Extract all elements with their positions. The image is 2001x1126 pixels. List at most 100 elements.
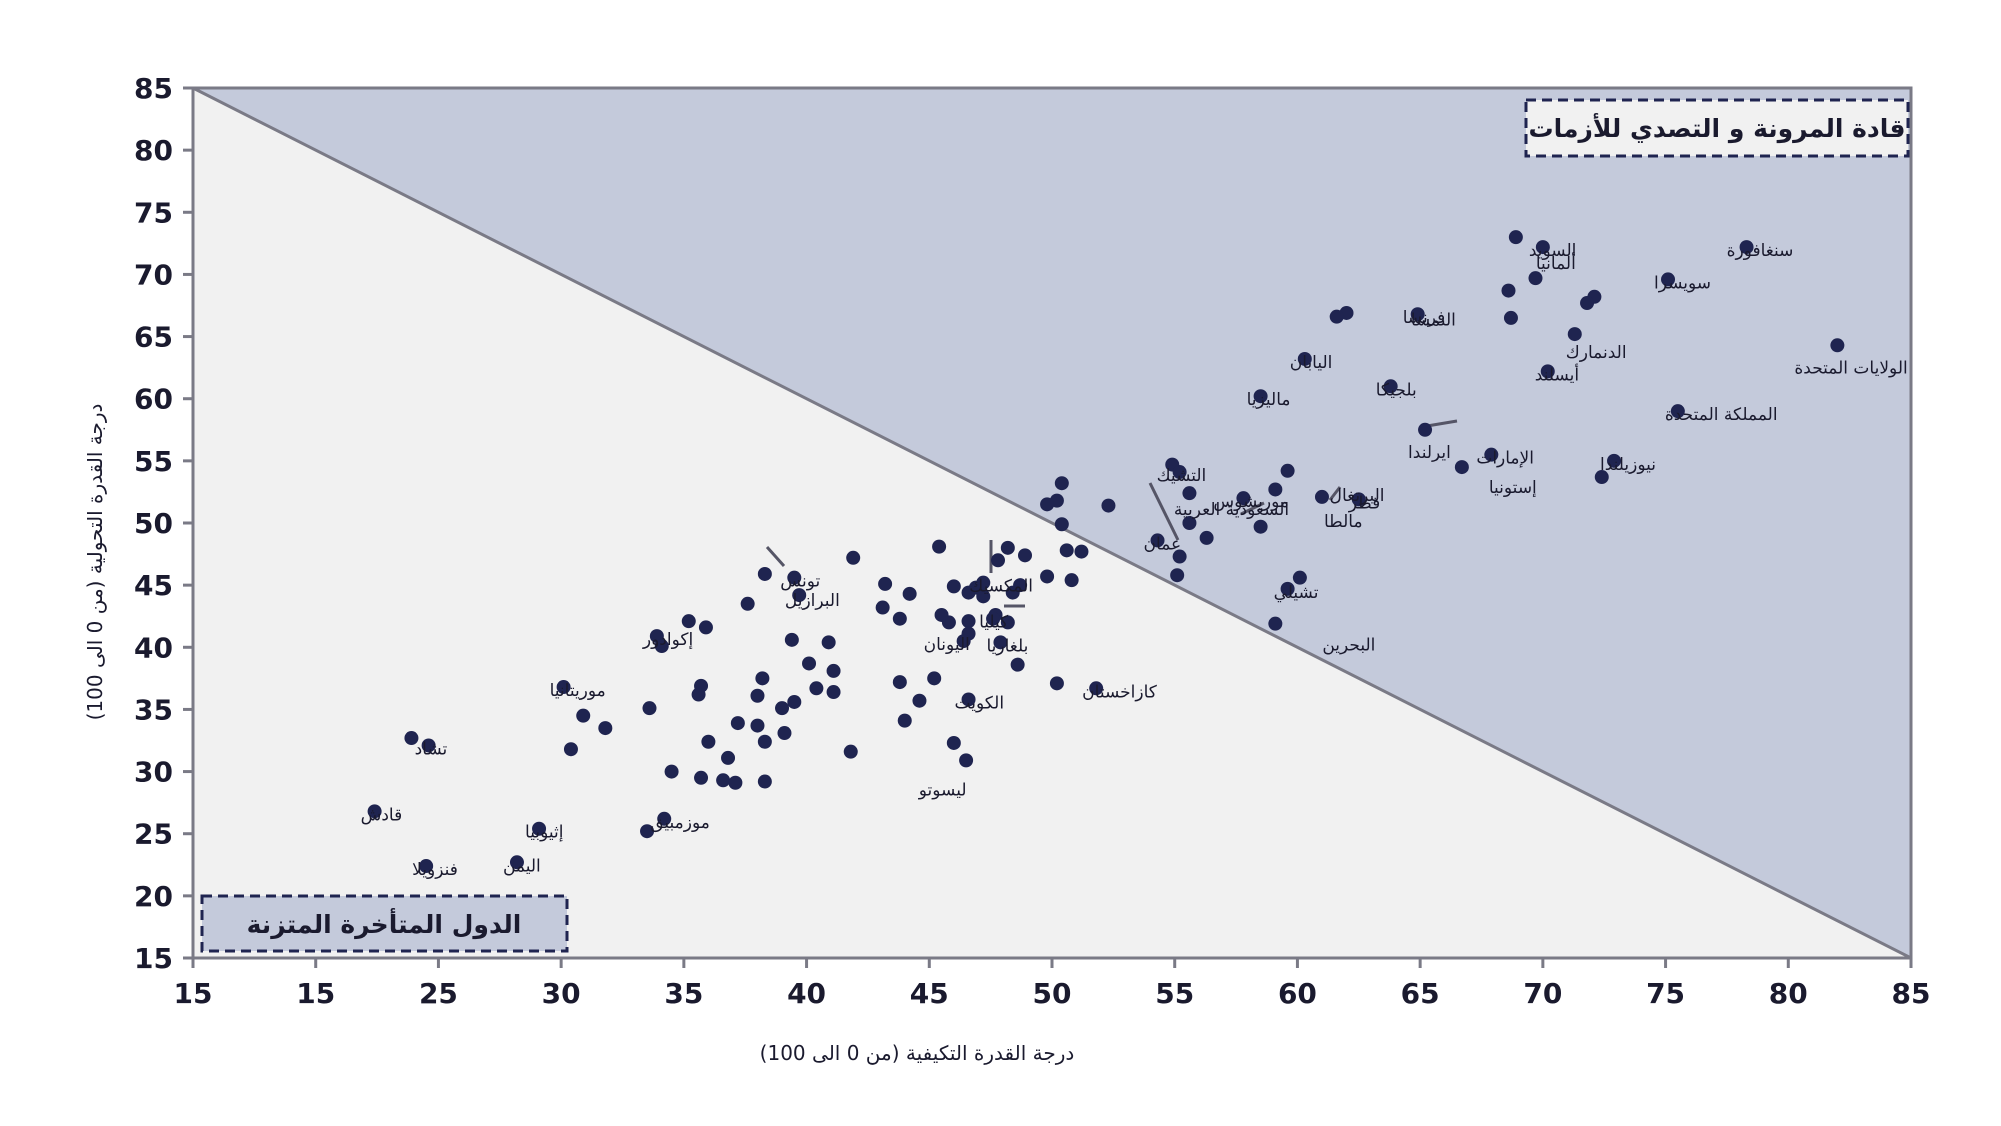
data-point bbox=[757, 734, 772, 749]
leader-line bbox=[765, 545, 786, 568]
data-point bbox=[1661, 272, 1676, 287]
data-point bbox=[897, 713, 912, 728]
x-tick-label: 70 bbox=[1523, 977, 1562, 1010]
data-point bbox=[784, 632, 799, 647]
data-point bbox=[1528, 271, 1543, 286]
data-point bbox=[1292, 570, 1307, 585]
x-tick-label: 55 bbox=[1155, 977, 1194, 1010]
data-point bbox=[1049, 676, 1064, 691]
point-label: الدنمارك bbox=[1566, 343, 1627, 363]
data-point bbox=[802, 656, 817, 671]
x-tick-label: 30 bbox=[542, 977, 581, 1010]
point-label: السعودية العربية bbox=[1174, 500, 1289, 520]
point-label: قطر bbox=[1348, 493, 1380, 513]
data-point bbox=[750, 718, 765, 733]
data-point bbox=[1501, 283, 1516, 298]
data-point bbox=[1280, 463, 1295, 478]
data-point bbox=[775, 701, 790, 716]
x-axis-ticks: 15 15 25 30 35 40 45 50 55 60 65 70 75 80 85 bbox=[174, 958, 1930, 1010]
data-point bbox=[1830, 338, 1845, 353]
data-point bbox=[927, 671, 942, 686]
data-point bbox=[1540, 364, 1555, 379]
data-point bbox=[691, 687, 706, 702]
y-tick-label: 70 bbox=[134, 258, 173, 291]
y-tick-label: 20 bbox=[134, 880, 173, 913]
point-label: ايرلندا bbox=[1408, 443, 1451, 463]
data-point bbox=[993, 635, 1008, 650]
x-tick-label: 15 bbox=[174, 977, 213, 1010]
data-points bbox=[367, 230, 1845, 874]
point-label: بلغاريا bbox=[986, 636, 1028, 656]
upper-zone-label: قادة المرونة و التصدي للأزمات bbox=[1529, 113, 1906, 144]
data-point bbox=[826, 685, 841, 700]
data-point bbox=[694, 770, 709, 785]
point-label: سنغافورة bbox=[1727, 241, 1794, 261]
x-axis-title: درجة القدرة التكيفية (من 0 الى 100) bbox=[760, 1041, 1075, 1065]
y-tick-label: 50 bbox=[134, 507, 173, 540]
data-point bbox=[1236, 491, 1251, 506]
data-point bbox=[757, 566, 772, 581]
point-label: موزمبيق bbox=[650, 813, 710, 833]
y-tick-label: 30 bbox=[134, 756, 173, 789]
data-point bbox=[1040, 497, 1055, 512]
data-point bbox=[1101, 498, 1116, 513]
point-label: موريشوس bbox=[1213, 492, 1289, 512]
point-label: أيسلند bbox=[1535, 363, 1579, 385]
point-label: البرتغال bbox=[1330, 486, 1385, 506]
data-point bbox=[1182, 486, 1197, 501]
x-tick-label: 45 bbox=[910, 977, 949, 1010]
point-label: الكويت bbox=[955, 693, 1005, 713]
data-point bbox=[681, 614, 696, 629]
data-point bbox=[728, 775, 743, 790]
y-tick-label: 15 bbox=[134, 942, 173, 975]
point-label: إثيوبيا bbox=[525, 823, 563, 843]
data-point bbox=[1054, 517, 1069, 532]
data-point bbox=[1040, 569, 1055, 584]
data-point bbox=[1089, 681, 1104, 696]
x-tick-label: 25 bbox=[419, 977, 458, 1010]
data-point bbox=[755, 671, 770, 686]
data-point bbox=[875, 600, 890, 615]
data-point bbox=[846, 550, 861, 565]
leader-line bbox=[1148, 482, 1180, 541]
point-label: كيليا bbox=[979, 613, 1009, 633]
data-point bbox=[654, 639, 669, 654]
point-label: الإمارات bbox=[1476, 449, 1534, 469]
data-point bbox=[721, 750, 736, 765]
point-label: بلجيكا bbox=[1376, 380, 1417, 400]
data-point bbox=[843, 744, 858, 759]
data-point bbox=[1484, 447, 1499, 462]
data-point bbox=[1253, 389, 1268, 404]
point-label: المكسيك bbox=[969, 577, 1033, 597]
data-point bbox=[1351, 492, 1366, 507]
data-point bbox=[1000, 540, 1015, 555]
point-label: فنزويلا bbox=[412, 860, 458, 880]
data-point bbox=[956, 634, 971, 649]
data-point bbox=[946, 579, 961, 594]
leader-line bbox=[1426, 419, 1458, 428]
point-label: النمسا bbox=[1411, 311, 1456, 331]
point-label: نيوزيلندا bbox=[1600, 455, 1656, 475]
point-label: اليابان bbox=[1290, 353, 1333, 373]
data-point bbox=[757, 774, 772, 789]
data-point bbox=[932, 539, 947, 554]
point-label: المملكة المتحدة bbox=[1665, 405, 1778, 425]
data-point bbox=[532, 821, 547, 836]
data-point bbox=[1383, 379, 1398, 394]
x-tick-label: 15 bbox=[296, 977, 335, 1010]
data-point bbox=[826, 663, 841, 678]
y-tick-label: 60 bbox=[134, 383, 173, 416]
diagonal-line bbox=[192, 86, 1912, 960]
data-point bbox=[912, 693, 927, 708]
point-label: التشيك bbox=[1157, 466, 1207, 486]
point-label: سويسرا bbox=[1654, 273, 1711, 293]
point-label: البرازيل bbox=[785, 591, 840, 611]
point-label: إستونيا bbox=[1489, 478, 1537, 498]
y-tick-label: 85 bbox=[134, 72, 173, 105]
x-tick-label: 40 bbox=[787, 977, 826, 1010]
y-tick-label: 65 bbox=[134, 321, 173, 354]
y-tick-label: 55 bbox=[134, 445, 173, 478]
data-point bbox=[1054, 476, 1069, 491]
data-point bbox=[1503, 310, 1518, 325]
data-point bbox=[367, 804, 382, 819]
